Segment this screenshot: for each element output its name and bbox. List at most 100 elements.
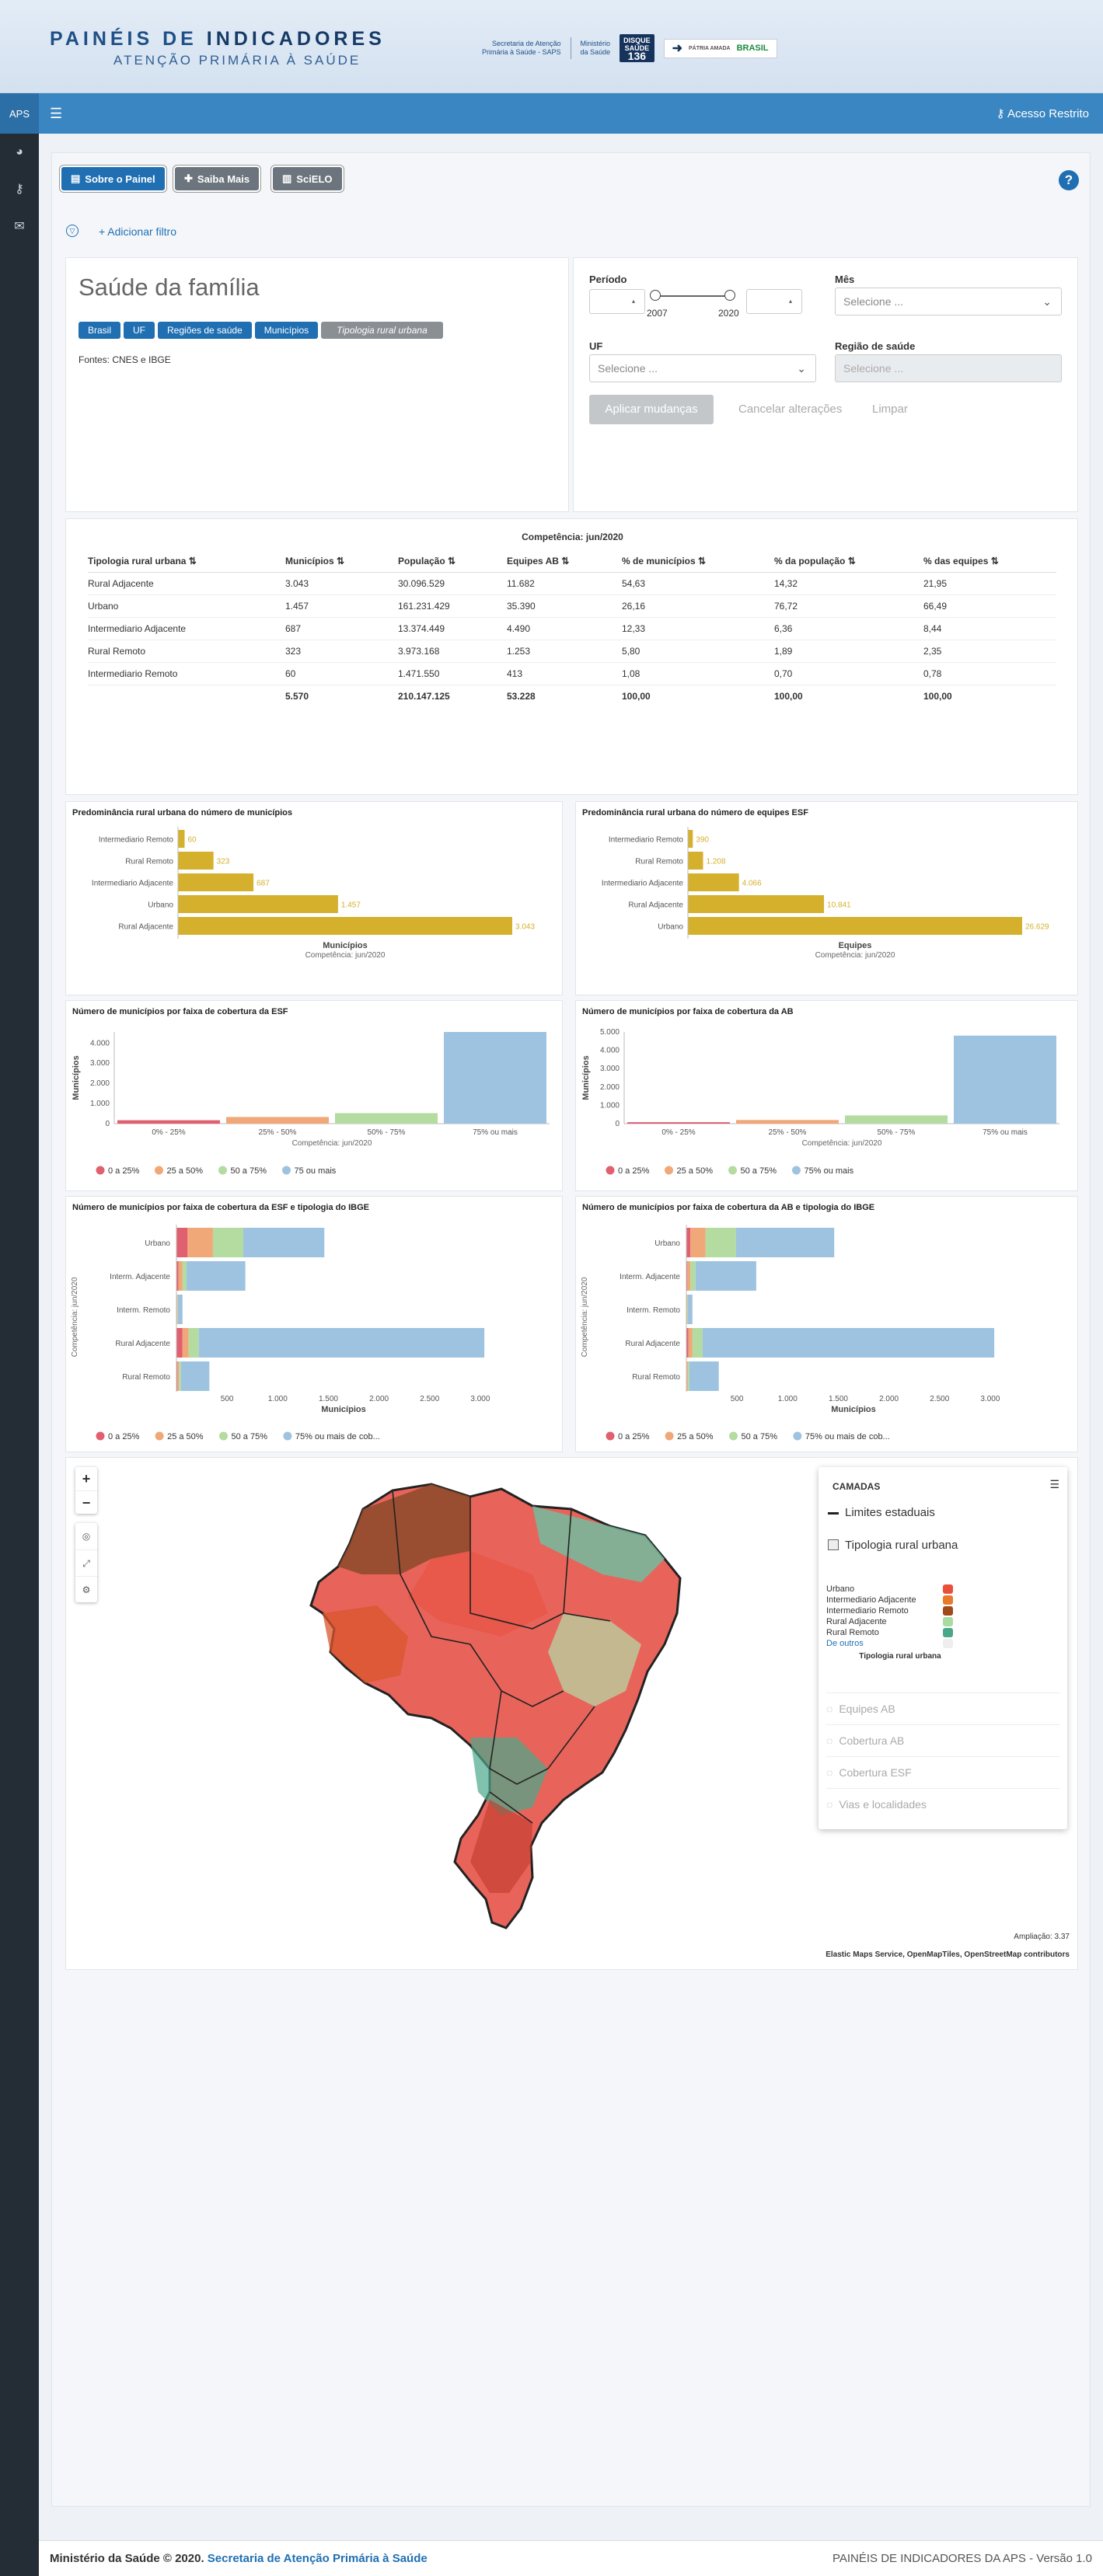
add-filter-link[interactable]: + Adicionar filtro — [99, 225, 176, 238]
y-tick-label: 3.000 — [600, 1065, 620, 1073]
saiba-mais-button[interactable]: ✚ Saiba Mais — [173, 166, 261, 192]
sobre-painel-button[interactable]: ▤ Sobre o Painel — [60, 166, 166, 192]
category-label: Interm. Remoto — [117, 1306, 170, 1315]
clear-button[interactable]: Limpar — [872, 403, 908, 416]
legend-label: Intermediario Adjacente — [826, 1595, 916, 1605]
table-cell: 26,16 — [622, 594, 774, 618]
layers-menu-icon[interactable]: ☰ — [1049, 1478, 1059, 1490]
axis-title: Municípios — [323, 941, 367, 950]
layer-limites[interactable]: Limites estaduais — [828, 1506, 935, 1519]
mes-select[interactable]: Selecione ... ⌄ — [835, 288, 1062, 315]
fit-bounds-icon[interactable]: ⤢ — [75, 1549, 97, 1576]
legend-label: 75% ou mais de cob... — [805, 1432, 890, 1441]
table-cell: 3.043 — [285, 572, 398, 595]
col-header[interactable]: % de municípios ⇅ — [622, 550, 774, 573]
category-label: Rural Adjacente — [628, 901, 683, 910]
chevron-down-icon: ⌄ — [797, 362, 806, 375]
data-label: 1.208 — [707, 858, 726, 866]
table-row: Urbano 1.457 161.231.429 35.390 26,16 76,72 66… — [88, 594, 1056, 618]
apply-changes-button[interactable]: Aplicar mudanças — [589, 395, 714, 424]
table-cell: Rural Adjacente — [88, 572, 285, 595]
period-slider-track[interactable] — [654, 295, 729, 297]
bar-segment — [705, 1228, 736, 1257]
legend-label: Urbano — [826, 1584, 855, 1594]
legend-swatch — [943, 1617, 953, 1626]
layer-tipologia[interactable]: Tipologia rural urbana — [828, 1539, 958, 1552]
key-icon[interactable]: ⚷ — [15, 183, 24, 196]
scielo-button[interactable]: ▥ SciELO — [271, 166, 344, 192]
table-row: Intermediario Adjacente 687 13.374.449 4.49… — [88, 617, 1056, 640]
chip-uf[interactable]: UF — [124, 322, 155, 339]
filter-icon[interactable]: ▽ — [66, 225, 79, 237]
col-header[interactable]: % da população ⇅ — [774, 550, 923, 573]
mail-icon[interactable]: ✉ — [14, 220, 25, 233]
zoom-in-icon[interactable]: + — [82, 1471, 91, 1487]
legend-dot — [793, 1431, 802, 1441]
y-tick-label: 2.000 — [600, 1083, 620, 1092]
legend-label: 0 a 25% — [618, 1432, 650, 1441]
bar-segment — [176, 1228, 188, 1257]
data-label: 1.457 — [341, 901, 361, 910]
layer-item[interactable]: ◌ Cobertura ESF — [826, 1756, 1059, 1788]
chip-regioes[interactable]: Regiões de saúde — [158, 322, 252, 339]
data-label: 323 — [217, 858, 230, 866]
aps-home-link[interactable]: APS — [0, 93, 39, 134]
category-label: Intermediario Remoto — [609, 836, 684, 845]
brazil-map[interactable] — [66, 1458, 1078, 1970]
chip-tipologia[interactable]: Tipologia rural urbana — [321, 322, 443, 339]
x-tick-label: 2.500 — [930, 1395, 949, 1403]
col-header[interactable]: População ⇅ — [398, 550, 507, 573]
bar-segment — [176, 1328, 183, 1358]
regiao-label: Região de saúde — [835, 340, 916, 352]
layer-item[interactable]: ◌ Cobertura AB — [826, 1724, 1059, 1756]
restricted-access-link[interactable]: ⚷ Acesso Restrito — [996, 107, 1089, 120]
locate-icon[interactable]: ◎ — [82, 1531, 91, 1542]
uf-select[interactable]: Selecione ... ⌄ — [589, 354, 816, 382]
col-header[interactable]: Municípios ⇅ — [285, 550, 398, 573]
col-header[interactable]: Tipologia rural urbana ⇅ — [88, 550, 285, 573]
x-tick-label: 0% - 25% — [661, 1128, 695, 1137]
table-cell: 21,95 — [923, 572, 1056, 595]
chart-panel-esf-tipologia: Número de municípios por faixa de cobert… — [65, 1196, 563, 1452]
cancel-changes-button[interactable]: Cancelar alterações — [738, 403, 843, 416]
legend-label: 50 a 75% — [231, 1166, 267, 1176]
help-button[interactable]: ? — [1059, 170, 1079, 190]
legend-others[interactable]: De outros — [826, 1638, 1059, 1649]
x-tick-label: 75% ou mais — [473, 1128, 518, 1137]
col-header[interactable]: % das equipes ⇅ — [923, 550, 1056, 573]
zoom-out-icon[interactable]: − — [75, 1490, 97, 1514]
settings-icon[interactable]: ⚙ — [75, 1576, 97, 1602]
bar-segment — [187, 1228, 213, 1257]
legend-label: Rural Remoto — [826, 1628, 879, 1637]
year-end-stepper[interactable]: ▴ — [746, 289, 802, 314]
globe-icon[interactable]: ◕ — [16, 145, 23, 159]
bar-segment — [692, 1328, 703, 1358]
chip-brasil[interactable]: Brasil — [79, 322, 121, 339]
footer-saps-link[interactable]: Secretaria de Atenção Primária à Saúde — [207, 2552, 428, 2565]
col-header[interactable]: Equipes AB ⇅ — [507, 550, 622, 573]
layer-item[interactable]: ◌ Equipes AB — [826, 1692, 1059, 1724]
table-cell: 3.973.168 — [398, 640, 507, 663]
layer-item[interactable]: ◌ Vias e localidades — [826, 1788, 1059, 1820]
bar — [954, 1035, 1056, 1124]
period-slider-start-handle[interactable] — [650, 290, 661, 301]
data-label: 60 — [187, 836, 197, 845]
x-tick-label: 2.000 — [879, 1395, 899, 1403]
year-start-stepper[interactable]: ▴ — [589, 289, 645, 314]
bar-segment — [686, 1261, 688, 1291]
table-cell: 5,80 — [622, 640, 774, 663]
table-cell: 11.682 — [507, 572, 622, 595]
map-panel: + − ◎ ⤢ ⚙ CAMADAS ☰ Limites estaduais Ti… — [65, 1457, 1078, 1970]
chart-title: Número de municípios por faixa de cobert… — [72, 1203, 370, 1212]
legend-label: 50 a 75% — [741, 1166, 777, 1176]
table-cell: 687 — [285, 617, 398, 640]
chart-panel-municipios: Predominância rural urbana do número de … — [65, 801, 563, 995]
period-slider-end-handle[interactable] — [724, 290, 735, 301]
zoom-readout: Ampliação: 3.37 — [1014, 1933, 1070, 1941]
bar-segment — [686, 1328, 689, 1358]
eye-off-icon: ◌ — [826, 1798, 833, 1811]
regiao-select[interactable]: Selecione ... — [835, 354, 1062, 382]
chip-municipios[interactable]: Municípios — [254, 322, 319, 339]
menu-toggle-icon[interactable]: ☰ — [50, 106, 63, 121]
x-tick-label: 25% - 50% — [769, 1128, 807, 1137]
